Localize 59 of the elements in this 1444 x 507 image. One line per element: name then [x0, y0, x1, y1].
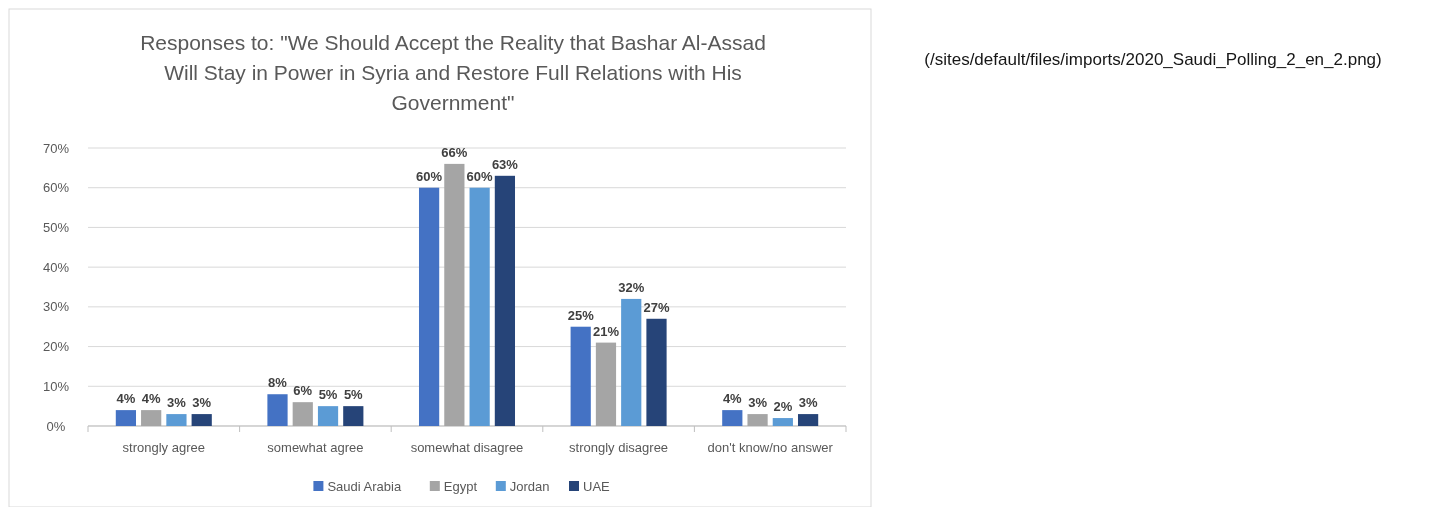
y-tick-label: 60% — [42, 180, 70, 196]
x-tick-label: don't know/no answer — [707, 440, 834, 455]
data-label: 27% — [643, 299, 670, 315]
data-label: 3% — [798, 395, 818, 411]
x-tick-label: strongly disagree — [569, 440, 669, 455]
data-label: 3% — [192, 395, 212, 411]
bar — [747, 414, 768, 426]
data-label: 8% — [268, 375, 288, 391]
bar — [772, 418, 793, 426]
bar — [797, 414, 819, 426]
bar — [115, 410, 137, 426]
y-tick-label: 0% — [46, 418, 66, 434]
bar — [595, 342, 617, 426]
data-label: 3% — [167, 395, 187, 411]
bar — [646, 318, 667, 426]
bar — [469, 187, 490, 426]
bar — [292, 402, 313, 426]
data-label: 60% — [416, 168, 443, 184]
bar — [267, 394, 288, 426]
text: (/sites/default/files/imports/2020_Saudi_Polling_2_en_2.png) — [924, 50, 1382, 69]
bar — [141, 410, 162, 426]
data-label: 21% — [592, 323, 620, 339]
data-label: 66% — [441, 144, 468, 160]
x-tick-label: somewhat disagree — [410, 440, 524, 455]
bar — [418, 187, 440, 426]
legend-label: UAE — [583, 478, 611, 494]
legend-label: Egypt — [443, 478, 478, 494]
data-label: 5% — [318, 387, 338, 403]
y-tick-label: 40% — [42, 259, 70, 275]
y-tick-label: 30% — [42, 299, 70, 315]
chart-title: Responses to: "We Should Accept the Reality that Bashar Al-Assad Will Stay in Power in Syria and Restore Full Relations with His Government" — [140, 31, 766, 114]
bar — [570, 326, 591, 426]
data-label: 4% — [722, 391, 743, 407]
x-tick-label: strongly agree — [122, 440, 205, 455]
bar — [343, 406, 364, 426]
bar — [444, 163, 465, 426]
data-label: 4% — [141, 391, 161, 407]
y-tick-label: 50% — [42, 219, 70, 235]
y-tick-label: 10% — [42, 378, 70, 394]
bar — [722, 410, 743, 426]
bar — [166, 414, 187, 426]
legend-label: Jordan — [509, 478, 550, 494]
x-tick-label: somewhat agree — [267, 440, 364, 455]
y-tick-label: 20% — [42, 339, 70, 355]
data-label: 60% — [466, 168, 494, 184]
bar — [494, 175, 516, 426]
legend-label: Saudi Arabia — [327, 478, 402, 494]
data-label: 25% — [567, 307, 595, 323]
data-label: 6% — [293, 383, 313, 399]
data-label: 5% — [343, 387, 364, 403]
bar — [621, 298, 642, 426]
y-tick-label: 70% — [42, 140, 70, 156]
bar — [191, 414, 212, 426]
data-label: 4% — [116, 391, 136, 407]
data-label: 2% — [773, 399, 793, 415]
data-label: 63% — [491, 156, 519, 172]
bar — [317, 406, 339, 426]
data-label: 3% — [748, 395, 768, 411]
data-label: 32% — [618, 279, 645, 295]
